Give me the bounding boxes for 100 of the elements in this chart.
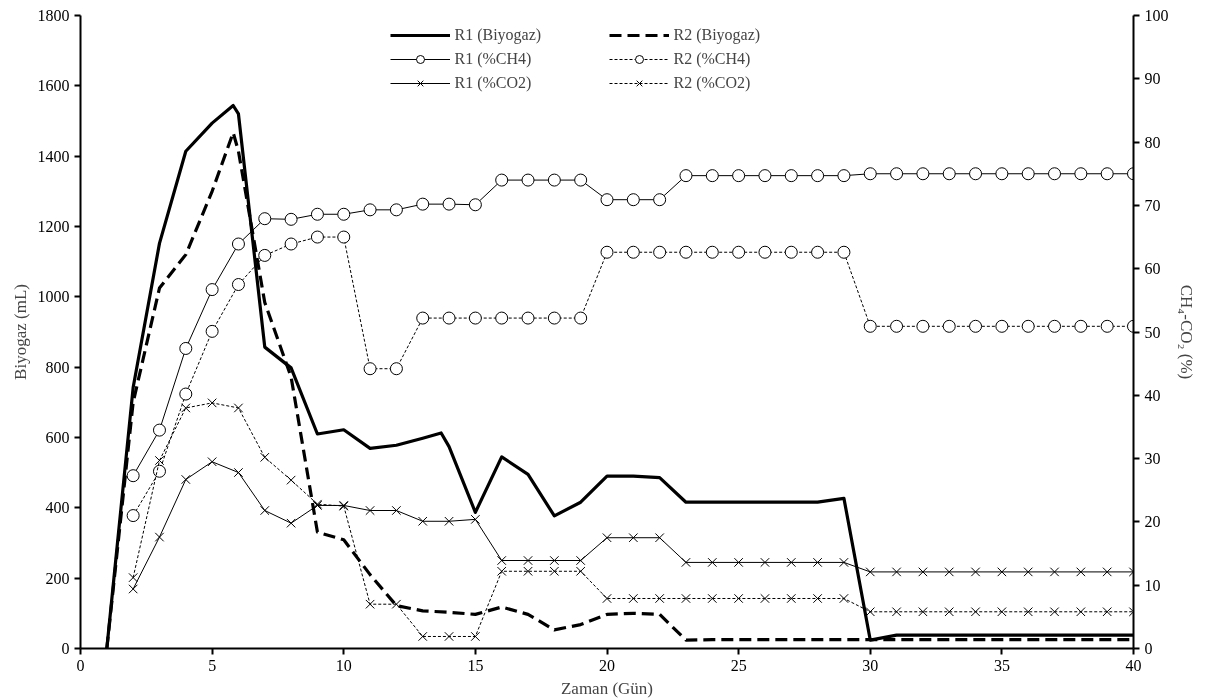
y2-tick-label: 90 <box>1144 70 1161 88</box>
point <box>602 532 612 543</box>
x-tick-label: 40 <box>1125 656 1142 674</box>
y2-tick-label: 0 <box>1144 640 1153 657</box>
point <box>365 505 375 516</box>
point <box>995 167 1009 181</box>
point <box>733 593 744 604</box>
point <box>837 245 851 259</box>
point <box>416 311 430 325</box>
y2-axis-title: CH₄-CO₂ (%) <box>1176 284 1196 380</box>
point <box>310 230 324 244</box>
y2-tick-label: 70 <box>1144 196 1161 214</box>
point <box>786 593 797 604</box>
point <box>863 319 877 333</box>
point <box>521 311 535 325</box>
point <box>654 532 665 543</box>
point <box>523 566 533 577</box>
point <box>523 555 533 566</box>
point <box>547 311 561 325</box>
point <box>260 452 270 463</box>
point <box>337 207 351 221</box>
point <box>970 567 981 577</box>
point <box>653 193 667 207</box>
point <box>284 212 298 226</box>
point <box>705 169 719 183</box>
point <box>839 557 849 568</box>
point <box>891 567 902 577</box>
point <box>444 631 454 642</box>
point <box>152 464 166 478</box>
point <box>653 245 667 259</box>
point <box>154 455 165 466</box>
point <box>470 514 481 525</box>
point <box>600 245 614 259</box>
point <box>784 245 798 259</box>
point <box>521 173 535 187</box>
point <box>1074 319 1088 333</box>
point <box>495 173 509 187</box>
point <box>205 283 219 297</box>
legend-label: R2 (%CO2) <box>673 74 752 92</box>
point <box>417 516 428 527</box>
x-axis-title: Zaman (Gün) <box>560 678 654 698</box>
point <box>863 167 877 181</box>
point <box>207 457 217 467</box>
y2-tick-label: 20 <box>1144 513 1161 531</box>
point <box>758 245 772 259</box>
point <box>1023 567 1033 577</box>
x-tick-label: 20 <box>599 656 615 674</box>
point <box>812 593 823 604</box>
point <box>207 398 217 408</box>
x-tick-label: 5 <box>208 656 217 674</box>
point <box>995 319 1009 333</box>
point <box>1021 319 1035 333</box>
point <box>179 387 193 401</box>
point <box>705 245 719 259</box>
point <box>654 593 665 604</box>
point <box>181 403 191 413</box>
y-tick-label: 1800 <box>37 7 70 24</box>
point <box>126 469 140 483</box>
point <box>233 467 244 478</box>
x-tick-label: 25 <box>730 656 747 674</box>
point <box>890 167 904 181</box>
point <box>890 319 904 333</box>
y2-tick-label: 30 <box>1144 450 1161 468</box>
point <box>891 607 902 617</box>
point <box>231 237 245 251</box>
point <box>760 557 770 568</box>
point <box>942 319 956 333</box>
point <box>179 341 193 355</box>
point <box>1100 167 1114 181</box>
x-tick-label: 10 <box>335 656 352 674</box>
point <box>969 319 983 333</box>
point <box>389 362 403 376</box>
x-tick-label: 0 <box>76 656 85 674</box>
x-tick-label: 35 <box>993 656 1010 674</box>
point <box>997 567 1007 577</box>
point <box>1021 167 1035 181</box>
point <box>681 593 691 604</box>
point <box>1048 319 1062 333</box>
point <box>758 169 772 183</box>
y2-tick-label: 10 <box>1144 576 1161 594</box>
point <box>181 474 191 485</box>
legend-label: R2 (%CH4) <box>673 50 752 68</box>
point <box>786 557 797 568</box>
y-tick-label: 1600 <box>37 77 70 95</box>
point <box>1023 607 1033 617</box>
y2-tick-label: 80 <box>1144 133 1161 151</box>
point <box>1049 567 1060 577</box>
point <box>784 169 798 183</box>
point <box>626 193 640 207</box>
point <box>1049 607 1060 617</box>
point <box>231 278 245 292</box>
point <box>337 230 351 244</box>
point <box>626 245 640 259</box>
legend-label: R1 (Biyogaz) <box>454 26 543 44</box>
point <box>258 212 272 226</box>
x-tick-label: 15 <box>467 656 484 674</box>
point <box>811 169 825 183</box>
point <box>865 607 875 617</box>
y2-tick-label: 60 <box>1144 260 1161 278</box>
point <box>732 245 746 259</box>
